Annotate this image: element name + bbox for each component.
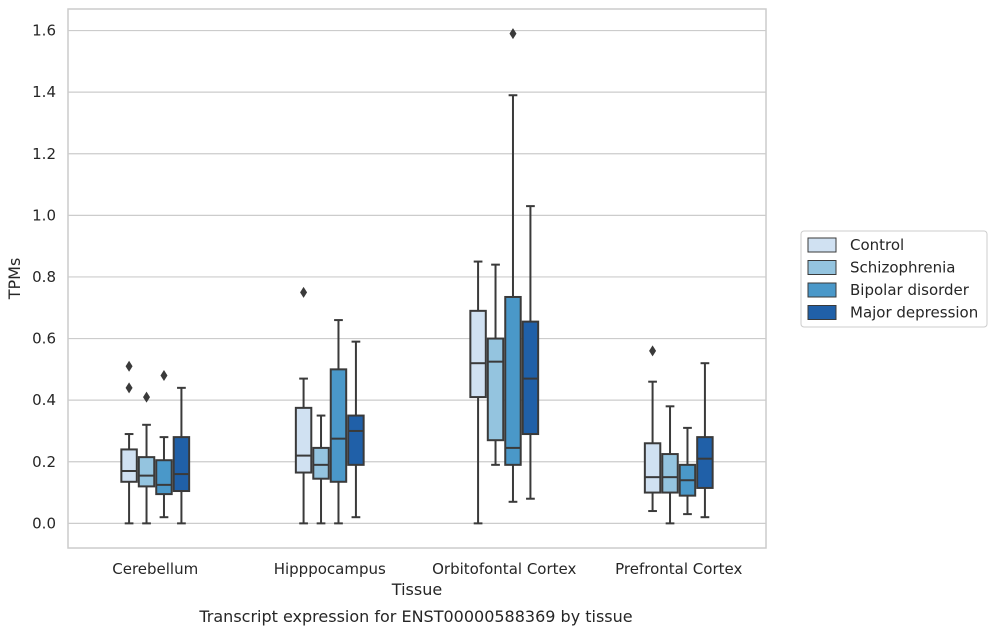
outlier-point: [125, 382, 133, 394]
x-tick-label: Hipppocampus: [274, 560, 386, 578]
box-body: [155, 459, 173, 496]
plot-frame: [67, 8, 767, 549]
box-schizophrenia: [137, 391, 156, 525]
legend-swatch: [807, 237, 837, 253]
box-body: [504, 295, 522, 466]
box-schizophrenia: [486, 263, 505, 466]
x-tick-labels: Cerebellum Hipppocampus Orbitofontal Corte…: [112, 560, 742, 578]
x-axis-label: Tissue: [391, 580, 442, 599]
x-tick-label: Prefrontal Cortex: [615, 560, 742, 578]
box-body: [120, 448, 138, 483]
y-tick-label: 1.6: [32, 22, 56, 40]
box-body: [469, 309, 487, 399]
y-tick-label: 0.4: [32, 391, 56, 409]
box-bipolar-disorder: [155, 370, 173, 519]
y-tick-labels: 0.0 0.2 0.4 0.6 0.8 1.0 1.2 1.4 1.6: [32, 22, 56, 533]
box-body: [696, 436, 714, 489]
gridlines: [68, 29, 766, 524]
legend-label: Bipolar disorder: [850, 281, 970, 299]
x-tick-label: Cerebellum: [112, 560, 198, 578]
outlier-point: [125, 360, 133, 372]
boxes-layer: [120, 28, 714, 525]
legend-frame: [800, 230, 988, 328]
chart-caption: Transcript expression for ENST0000058836…: [198, 607, 632, 626]
box-bipolar-disorder: [678, 426, 697, 516]
box-major-depression: [347, 340, 365, 519]
legend-swatch: [807, 305, 837, 320]
box-control: [294, 286, 313, 525]
box-body: [312, 446, 330, 480]
legend: Control Schizophrenia Bipolar disorder Majo…: [800, 230, 988, 328]
legend-label: Schizophrenia: [850, 259, 955, 277]
box-bipolar-disorder: [329, 319, 348, 525]
y-axis-label: TPMs: [5, 258, 24, 301]
legend-swatch: [807, 282, 837, 298]
box-body: [661, 453, 679, 494]
box-body: [294, 406, 313, 474]
box-schizophrenia: [312, 414, 330, 525]
y-tick-label: 0.0: [32, 514, 56, 532]
outlier-point: [160, 370, 168, 382]
box-body: [347, 414, 365, 466]
outlier-point: [509, 28, 517, 40]
box-major-depression: [521, 205, 540, 500]
box-control: [469, 260, 487, 525]
box-body: [137, 456, 156, 488]
legend-label: Major depression: [850, 304, 978, 322]
outlier-point: [143, 391, 151, 403]
box-body: [329, 368, 348, 483]
x-tick-label: Orbitofontal Cortex: [432, 560, 576, 578]
box-bipolar-disorder: [504, 28, 522, 503]
box-major-depression: [172, 386, 191, 525]
legend-swatch: [807, 260, 837, 275]
box-body: [643, 442, 662, 494]
outlier-point: [300, 286, 308, 298]
box-body: [172, 436, 191, 493]
box-body: [486, 337, 505, 442]
y-tick-label: 1.4: [32, 83, 56, 101]
y-tick-label: 1.0: [32, 206, 56, 224]
box-schizophrenia: [661, 405, 679, 525]
box-control: [120, 360, 138, 525]
y-tick-label: 0.8: [32, 268, 56, 286]
outlier-point: [649, 345, 657, 357]
box-control: [643, 345, 662, 513]
box-major-depression: [696, 362, 714, 519]
y-tick-label: 0.2: [32, 453, 56, 471]
legend-label: Control: [850, 236, 904, 254]
y-tick-label: 0.6: [32, 330, 56, 348]
y-tick-label: 1.2: [32, 145, 56, 163]
